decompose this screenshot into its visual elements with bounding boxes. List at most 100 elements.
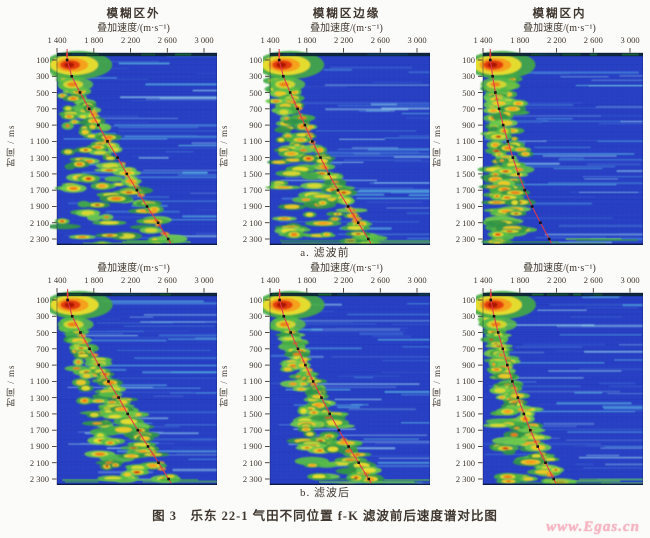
y-axis: 时间 / ms 100 300 500 700 900 1 100 1 300 1 500 1 7… xyxy=(217,286,263,485)
x-tick-label: 1 800 xyxy=(510,35,530,45)
velocity-spectrum-outside-before xyxy=(50,48,217,245)
x-tick-label: 1 800 xyxy=(84,275,104,285)
y-tick-label: 300 xyxy=(249,71,262,82)
y-tick-label: 2 100 xyxy=(455,457,475,468)
y-tick-label: 1 100 xyxy=(242,376,262,387)
y-tick-label: 500 xyxy=(36,87,49,98)
x-tick-label: 2 600 xyxy=(583,275,603,285)
cyan-streaks xyxy=(270,66,430,240)
velocity-spectrum-inside-before xyxy=(476,48,643,245)
y-axis-label: 时间 / ms xyxy=(432,124,442,167)
pick-line xyxy=(489,49,552,244)
panel-border xyxy=(56,292,217,485)
pick-markers xyxy=(489,58,551,241)
panel-border xyxy=(56,52,217,245)
edge-bands xyxy=(483,293,643,485)
y-axis: 时间 / ms 100 300 500 700 900 1 100 1 300 1 500 1 7… xyxy=(4,286,50,485)
spectrum-column-outside-before: 模糊区外 叠加速度/(m·s⁻¹) 1 400 1 800 2 200 2 600 3 00… xyxy=(4,6,217,245)
shallow-hotspot xyxy=(476,50,536,92)
axis-tick-marks xyxy=(478,288,631,480)
cyan-streaks xyxy=(484,71,643,245)
y-tick-label: 1 500 xyxy=(29,168,49,179)
y-axis-label: 时间 / ms xyxy=(6,124,16,167)
axis-tick-marks xyxy=(265,48,418,240)
y-tick-label: 900 xyxy=(36,360,49,371)
y-tick-label: 100 xyxy=(36,55,49,65)
y-tick-label: 1 700 xyxy=(242,185,262,196)
y-tick-label: 1 700 xyxy=(29,185,49,196)
y-tick-label: 500 xyxy=(462,87,475,98)
x-axis-label: 叠加速度/(m·s⁻¹) xyxy=(310,263,383,274)
x-axis-label: 叠加速度/(m·s⁻¹) xyxy=(523,263,596,274)
watermark: www.Egas.cn xyxy=(546,519,640,535)
y-tick-label: 1 500 xyxy=(242,168,262,179)
y-tick-label: 1 500 xyxy=(455,408,475,419)
panel-border xyxy=(269,52,430,245)
edge-bands xyxy=(270,53,430,245)
y-tick-label: 1 300 xyxy=(242,392,262,403)
spectra-row-after: 叠加速度/(m·s⁻¹) 1 400 1 800 2 200 2 600 3 000 时间 … xyxy=(0,262,650,485)
y-tick-label: 1 300 xyxy=(242,152,262,163)
velocity-spectrum-outside-after xyxy=(50,288,217,485)
y-tick-label: 500 xyxy=(36,327,49,338)
x-axis-label: 叠加速度/(m·s⁻¹) xyxy=(97,23,170,34)
x-tick-label: 2 200 xyxy=(546,275,567,285)
x-tick-label: 1 400 xyxy=(473,275,493,285)
y-tick-label: 1 900 xyxy=(455,201,475,212)
y-tick-label: 900 xyxy=(462,120,475,131)
y-tick-label: 1 100 xyxy=(29,376,49,387)
y-tick-label: 1 300 xyxy=(29,152,49,163)
pick-line xyxy=(490,289,557,484)
shallow-hotspot xyxy=(50,290,113,332)
y-tick-label: 700 xyxy=(249,103,262,114)
y-tick-label: 2 300 xyxy=(29,474,49,484)
y-tick-label: 100 xyxy=(36,295,49,305)
y-tick-label: 100 xyxy=(462,55,475,65)
x-tick-label: 3 000 xyxy=(194,275,214,285)
y-axis-label: 时间 / ms xyxy=(432,364,442,407)
axis-tick-marks xyxy=(265,288,418,480)
pick-line xyxy=(278,49,372,244)
panel-column-title: 模糊区边缘 xyxy=(312,8,381,20)
x-axis-label: 叠加速度/(m·s⁻¹) xyxy=(97,263,170,274)
pick-line xyxy=(67,289,172,484)
x-axis-label: 叠加速度/(m·s⁻¹) xyxy=(523,23,596,34)
y-axis: 时间 / ms 100 300 500 700 900 1 100 1 300 1 500 1 7… xyxy=(217,46,263,245)
pick-markers xyxy=(66,298,170,481)
edge-bands xyxy=(57,293,217,485)
x-tick-label: 2 200 xyxy=(333,35,354,45)
x-tick-label: 3 000 xyxy=(407,275,427,285)
y-tick-label: 1 900 xyxy=(29,201,49,212)
panel-column-title: 模糊区外 xyxy=(106,8,161,20)
y-tick-label: 700 xyxy=(249,343,262,354)
row-caption-before: a. 滤波前 xyxy=(300,247,350,259)
pick-markers xyxy=(278,298,371,481)
x-tick-label: 1 800 xyxy=(297,35,317,45)
y-axis-label: 时间 / ms xyxy=(219,124,229,167)
x-tick-label: 1 400 xyxy=(47,275,67,285)
y-axis: 时间 / ms 100 300 500 700 900 1 100 1 300 1 500 1 7… xyxy=(430,286,476,485)
x-tick-label: 2 600 xyxy=(157,275,177,285)
y-axis-label: 时间 / ms xyxy=(6,364,16,407)
x-tick-label: 1 400 xyxy=(260,35,280,45)
pick-line xyxy=(279,289,372,484)
shallow-hotspot xyxy=(263,50,325,92)
spectrum-column-outside-after: 叠加速度/(m·s⁻¹) 1 400 1 800 2 200 2 600 3 000 时间 … xyxy=(4,262,217,485)
x-tick-label: 3 000 xyxy=(620,35,640,45)
panel-border xyxy=(269,292,430,485)
x-tick-label: 1 400 xyxy=(47,35,67,45)
y-tick-label: 2 100 xyxy=(29,457,49,468)
x-tick-label: 3 000 xyxy=(407,35,427,45)
x-axis-ticks: 1 400 1 800 2 200 2 600 3 000 xyxy=(473,35,643,46)
panel-border xyxy=(482,292,643,485)
y-tick-label: 100 xyxy=(249,55,262,65)
y-tick-label: 1 500 xyxy=(29,408,49,419)
y-tick-label: 300 xyxy=(36,311,49,322)
x-tick-label: 2 200 xyxy=(120,35,141,45)
y-tick-label: 2 100 xyxy=(242,217,262,228)
velocity-spectrum-edge-after xyxy=(263,288,430,485)
x-tick-label: 2 200 xyxy=(546,35,567,45)
y-tick-label: 500 xyxy=(249,327,262,338)
axis-tick-marks xyxy=(478,48,631,240)
